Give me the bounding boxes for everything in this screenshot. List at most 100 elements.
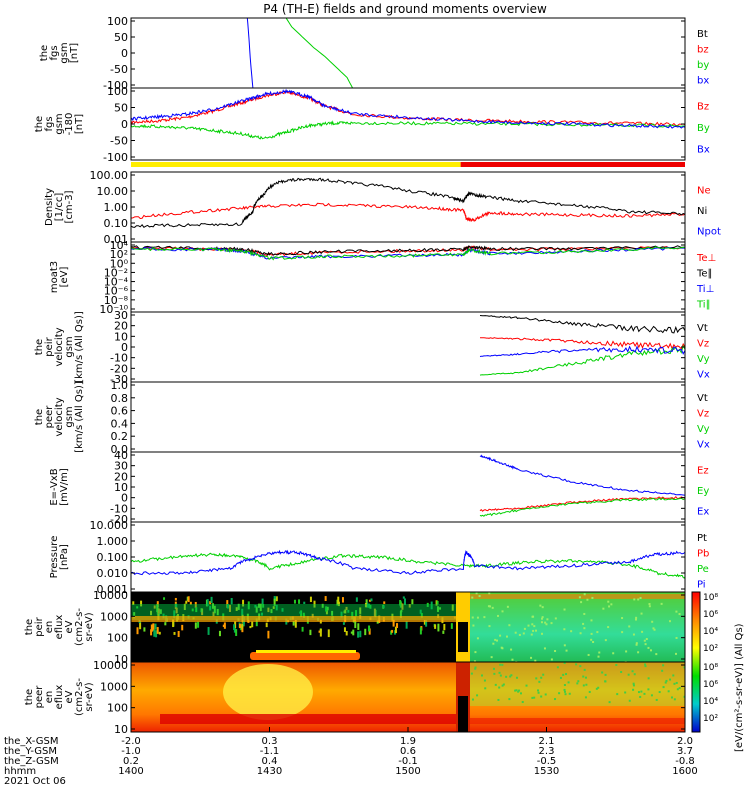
y-tick-label: 30 [114,309,128,322]
y-tick-label: 10 [114,330,128,343]
series-line-Vz [479,337,685,350]
x-tick-value: 1400 [118,766,143,777]
flux-pixel [383,601,386,604]
flux-pixel [641,630,644,633]
y-tick-label: 100 [107,632,128,645]
flux-band [470,594,685,599]
flux-pixel [345,630,348,636]
flux-pixel [540,695,543,698]
flux-pixel [210,596,213,604]
flux-pixel [396,623,399,628]
flux-pixel [292,621,295,626]
panel-fgs-dsl: 100 50 0 -50 -100 the fgs gsm -180 [nT] Bz By Bx [34,85,710,164]
series-line-Te∥ [131,245,685,256]
y-tick-label: 0.001 [97,583,129,596]
flux-pixel [233,624,236,631]
series-line-Bz [131,90,685,127]
flux-pixel [450,623,453,629]
series-line-by [285,18,354,88]
flux-pixel [341,597,344,603]
y-tick-label: -20 [110,513,128,526]
flux-pixel [436,600,439,605]
series-line-Ni [131,177,685,228]
flux-pixel [637,598,640,601]
flux-pixel [579,665,582,668]
y-axis-label: [nPa] [59,544,70,570]
flux-pixel [132,601,135,605]
series-group [246,18,354,88]
y-tick-label: 0 [121,492,128,505]
x-row-label: the_Y-GSM [4,746,57,757]
flux-pixel [492,667,495,670]
flux-pixel [155,630,158,638]
x-tick-value: 1600 [672,766,697,777]
y-tick-label: 10⁰ [110,257,129,270]
flux-pixel [563,628,566,631]
legend-Vx: Vx [697,439,710,450]
y-axis-label: [mV/m] [59,468,70,506]
series-group [131,245,685,261]
y-tick-label: 100 [107,85,128,98]
y-axis-label: eV [64,690,75,703]
flux-pixel [632,688,635,691]
flux-pixel [556,666,559,669]
flux-pixel [565,673,568,676]
flux-pixel [554,698,557,701]
flux-pixel [592,641,595,644]
y-tick-label: -100 [103,151,128,164]
y-tick-label: 0.01 [104,233,129,246]
y-axis-label: gsm [64,406,75,427]
flux-pixel [472,624,475,627]
flux-pixel [218,630,221,637]
flux-pixel [550,622,553,625]
flux-pixel [655,653,658,656]
flux-pixel [612,652,615,655]
flux-pixel [624,691,627,694]
y-tick-label: 20 [114,320,128,333]
y-tick-label: 1.00 [104,201,129,214]
legend-Ez: Ez [697,465,709,476]
flux-pixel [673,698,676,701]
flux-pixel [563,662,566,665]
series-group [479,454,685,517]
flux-pixel [293,599,296,604]
series-line-Ne [131,202,685,223]
panel-density: 100.00 10.00 1.00 0.10 0.01 Density [1/cc] [cm-… [44,169,721,246]
flux-pixel [475,592,478,595]
flux-pixel [181,624,184,631]
mode-bar-fast [460,162,685,167]
flux-pixel [489,605,492,608]
flux-pixel [607,626,610,629]
flux-pixel [627,673,630,676]
y-tick-label: 0.0 [111,443,129,456]
flux-pixel [643,639,646,642]
flux-pixel [518,689,521,692]
flux-pixel [535,677,538,680]
flux-pixel [490,656,493,659]
flux-pixel [350,631,353,634]
panel-frame [130,241,686,313]
flux-pixel [143,627,146,632]
y-axis-label: [cm-3] [64,190,75,223]
flux-pixel [525,684,528,687]
flux-pixel [274,596,277,601]
flux-pixel [590,632,593,635]
panel-frame [130,17,686,89]
y-tick-label: -10 [110,502,128,515]
flux-pixel [226,600,229,608]
flux-pixel [604,673,607,676]
flux-pixel [470,672,473,675]
x-tick-value: 2.3 [539,746,555,757]
legend-Ti∥: Ti∥ [696,299,711,310]
low-energy-band [256,650,356,653]
flux-pixel [558,692,561,695]
y-tick-label: -50 [110,135,128,148]
flux-pixel [575,663,578,666]
flux-pixel [532,629,535,632]
y-axis-label: [nT] [69,43,80,63]
y-tick-label: 0.6 [111,405,129,418]
flux-pixel [494,638,497,641]
flux-pixel [521,701,524,704]
flux-pixel [590,619,593,622]
